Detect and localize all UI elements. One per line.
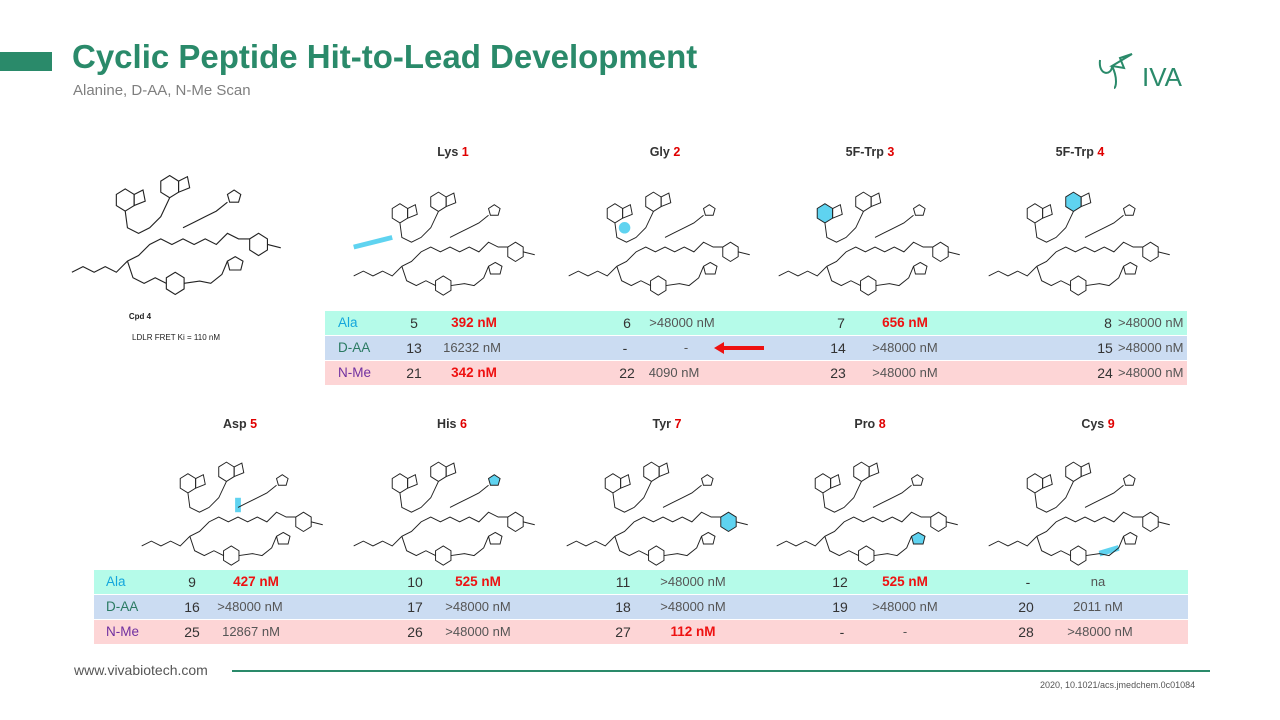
compound-number: 16: [184, 599, 200, 615]
table2-row-ala: [94, 570, 1188, 594]
ki-value: 525 nM: [882, 574, 928, 589]
table1-row-ala: [325, 311, 1187, 335]
table1-row-nme: [325, 361, 1187, 385]
ki-value: 4090 nM: [648, 365, 700, 380]
residue-label: 5F-Trp 3: [845, 145, 895, 159]
ki-value: >48000 nM: [660, 599, 726, 614]
residue-label: Pro 8: [854, 417, 886, 431]
structure-pro8: [776, 461, 959, 566]
page-title: Cyclic Peptide Hit-to-Lead Development: [72, 38, 698, 75]
compound-number: 15: [1097, 340, 1113, 356]
citation: 2020, 10.1021/acs.jmedchem.0c01084: [1040, 680, 1196, 690]
row-label-daa: D-AA: [106, 599, 139, 614]
compound-number: 19: [832, 599, 848, 615]
ki-value: 392 nM: [451, 315, 497, 330]
ki-value: -: [902, 624, 908, 639]
residue-label: Tyr 7: [652, 417, 682, 431]
compound-number: 18: [615, 599, 631, 615]
reference-compound-ki: LDLR FRET Ki = 110 nM: [132, 333, 220, 342]
structure-cys9: [988, 461, 1171, 566]
structure-tyr7: [566, 461, 749, 566]
compound-number: -: [622, 340, 628, 356]
residue-label: His 6: [437, 417, 467, 431]
compound-number: 28: [1018, 624, 1034, 640]
structure-lys1: [353, 191, 536, 296]
compound-number: 17: [407, 599, 423, 615]
ki-value: >48000 nM: [872, 340, 938, 355]
red-arrow-icon: [714, 342, 764, 354]
compound-number: 10: [407, 574, 423, 590]
ki-value: 427 nM: [233, 574, 279, 589]
ki-value: >48000 nM: [1118, 365, 1184, 380]
ki-value: 16232 nM: [443, 340, 501, 355]
ki-value: 112 nM: [670, 624, 716, 639]
compound-number: 21: [406, 365, 422, 381]
ki-value: >48000 nM: [660, 574, 726, 589]
ki-value: 656 nM: [882, 315, 928, 330]
compound-number: 5: [410, 315, 418, 331]
ki-value: >48000 nM: [872, 599, 938, 614]
compound-number: 14: [830, 340, 846, 356]
ki-value: -: [683, 340, 689, 355]
compound-number: 7: [837, 315, 845, 331]
ki-value: 12867 nM: [222, 624, 280, 639]
structure-5ftrp4: [988, 191, 1171, 296]
row-label-daa: D-AA: [338, 340, 371, 355]
residue-label: Asp 5: [222, 417, 258, 431]
compound-number: 11: [615, 574, 631, 590]
row-label-nme: N-Me: [338, 365, 371, 380]
footer-divider: [232, 670, 1210, 672]
structure-his6: [353, 461, 536, 566]
ki-value: >48000 nM: [1067, 624, 1133, 639]
row-label-ala: Ala: [338, 315, 358, 330]
ki-value: na: [1090, 574, 1106, 589]
ki-value: >48000 nM: [649, 315, 715, 330]
footer-website-link[interactable]: www.vivabiotech.com: [74, 662, 208, 678]
residue-label: Lys 1: [437, 145, 469, 159]
compound-number: 24: [1097, 365, 1113, 381]
compound-number: 25: [184, 624, 200, 640]
ki-value: 2011 nM: [1073, 599, 1123, 614]
compound-number: 20: [1018, 599, 1034, 615]
reference-compound-name: Cpd 4: [128, 312, 152, 321]
compound-number: 9: [188, 574, 196, 590]
ki-value: 525 nM: [455, 574, 501, 589]
table2-row-nme: [94, 620, 1188, 644]
ki-value: >48000 nM: [1118, 340, 1184, 355]
compound-number: 22: [619, 365, 635, 381]
row-label-ala: Ala: [106, 574, 126, 589]
title-accent-bar: [0, 52, 52, 71]
viva-logo: IVA: [1098, 53, 1183, 90]
reference-compound-structure: [71, 175, 282, 296]
table2-row-daa: [94, 595, 1188, 619]
residue-label: Cys 9: [1081, 417, 1115, 431]
structure-asp5: [141, 461, 324, 566]
compound-number: 27: [615, 624, 631, 640]
structure-gly2: [568, 191, 751, 296]
compound-number: 13: [406, 340, 422, 356]
compound-number: 12: [832, 574, 848, 590]
ki-value: >48000 nM: [1118, 315, 1184, 330]
page-subtitle: Alanine, D-AA, N-Me Scan: [73, 82, 251, 99]
compound-number: 6: [623, 315, 631, 331]
residue-label: 5F-Trp 4: [1055, 145, 1105, 159]
ki-value: >48000 nM: [872, 365, 938, 380]
compound-number: -: [1025, 574, 1031, 590]
structure-5ftrp3: [778, 191, 961, 296]
residue-label: Gly 2: [649, 145, 681, 159]
compound-number: 26: [407, 624, 423, 640]
compound-number: -: [839, 624, 845, 640]
ki-value: 342 nM: [451, 365, 497, 380]
compound-number: 8: [1104, 315, 1112, 331]
svg-text:IVA: IVA: [1142, 62, 1183, 90]
row-label-nme: N-Me: [106, 624, 139, 639]
compound-number: 23: [830, 365, 846, 381]
ki-value: >48000 nM: [445, 599, 511, 614]
ki-value: >48000 nM: [217, 599, 283, 614]
ki-value: >48000 nM: [445, 624, 511, 639]
